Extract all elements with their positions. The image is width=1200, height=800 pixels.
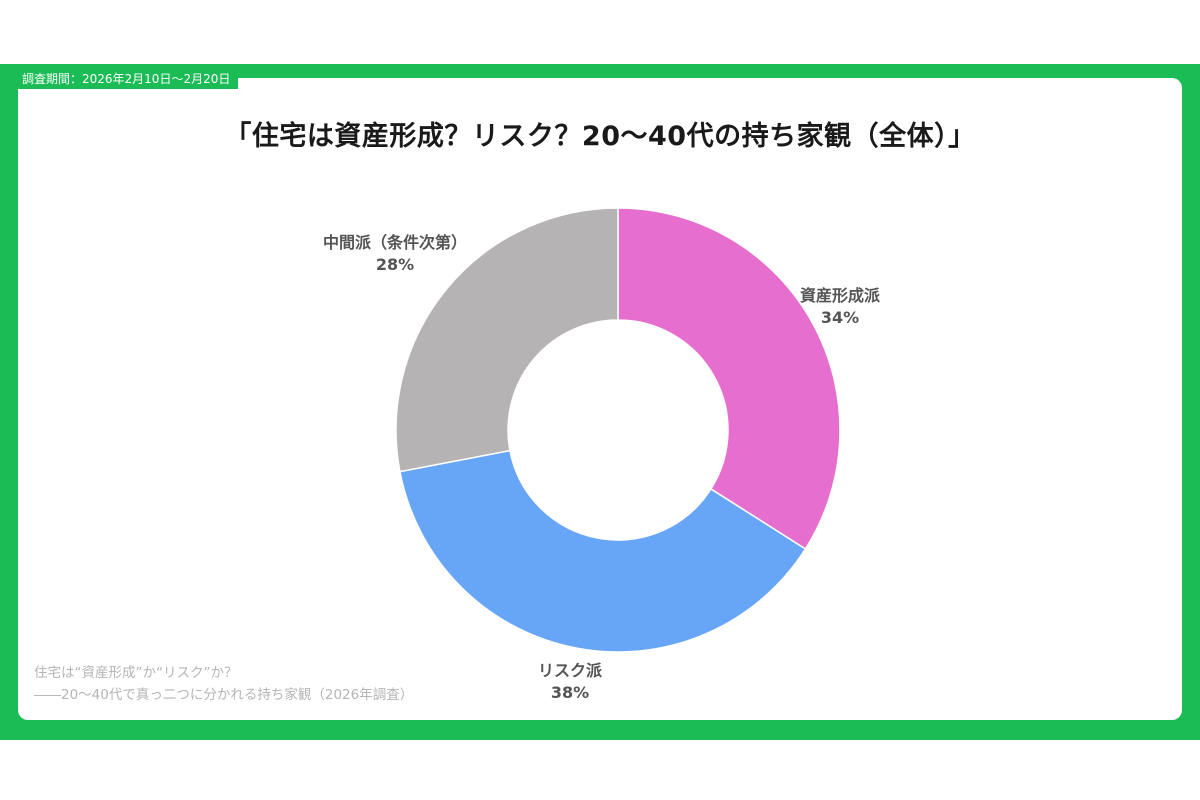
label-risk-value: 38% (550, 683, 590, 702)
label-middle-name: 中間派（条件次第） (322, 233, 467, 252)
label-risk-name: リスク派 (537, 661, 602, 680)
slice-risk (399, 449, 807, 653)
label-middle: 中間派（条件次第） 28% (310, 232, 480, 276)
label-risk: リスク派 38% (500, 660, 640, 704)
footer-line-1: 住宅は“資産形成”か“リスク”か？ (34, 665, 238, 681)
label-asset: 資産形成派 34% (770, 285, 910, 329)
slice-middle (395, 207, 619, 473)
slice-asset-formation (617, 207, 841, 550)
footer-note: 住宅は“資産形成”か“リスク”か？ ――20〜40代で真っ二つに分かれる持ち家観… (34, 662, 413, 706)
label-asset-name: 資産形成派 (799, 286, 880, 305)
chart-title: 「住宅は資産形成？リスク？20〜40代の持ち家観（全体）」 (224, 121, 976, 152)
footer-line-2: ――20〜40代で真っ二つに分かれる持ち家観（2026年調査） (34, 687, 414, 703)
survey-period-tab: 調査期間：2026年2月10日〜2月20日 (18, 70, 239, 89)
label-middle-value: 28% (375, 255, 415, 274)
label-asset-value: 34% (820, 308, 860, 327)
